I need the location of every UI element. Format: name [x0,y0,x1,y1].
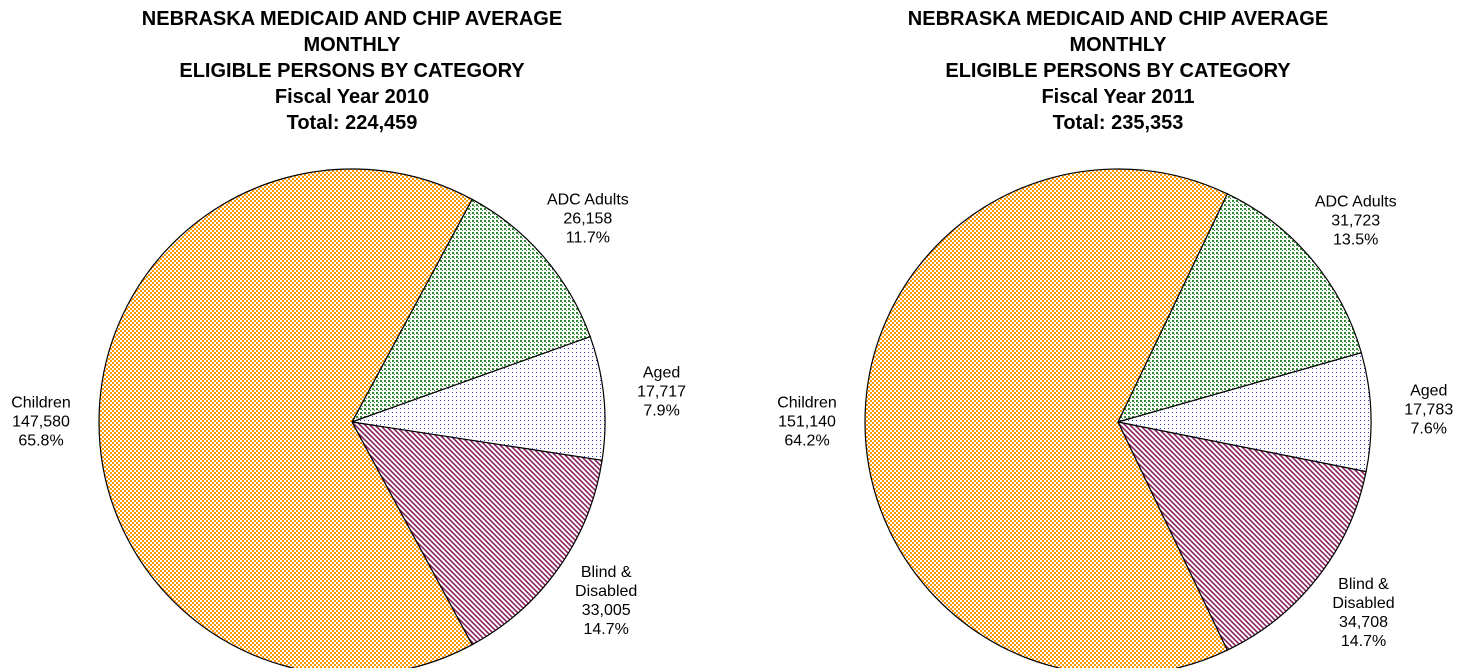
pie-slice [350,198,591,424]
percent-label: 64.2% [784,432,830,450]
title-line: Fiscal Year 2011 [1041,86,1195,108]
slice-label: Blind & Disabled 33,005 14.7% [551,563,661,639]
percent-label: 13.5% [1333,231,1379,249]
slice-label: Children 151,140 64.2% [752,394,862,451]
title-line: Fiscal Year 2010 [274,86,430,108]
slice-label: Blind & Disabled 34,708 14.7% [1309,575,1419,651]
pie-slice [1116,193,1363,423]
title-line: MONTHLY [1069,34,1167,56]
pie-slice [864,168,1229,668]
category-label: Children [777,394,837,412]
category-label: Aged [1410,382,1448,400]
chart-title: NEBRASKA MEDICAID AND CHIP AVERAGE MONTHL… [2,6,702,136]
category-label: ADC Adults [546,191,629,209]
title-line: ELIGIBLE PERSONS BY CATEGORY [945,60,1291,82]
chart-title: NEBRASKA MEDICAID AND CHIP AVERAGE MONTHL… [768,6,1465,136]
value-label: 26,158 [563,210,613,228]
pie-slice [350,421,603,646]
category-label: Blind & Disabled [575,564,638,601]
category-label: Aged [642,364,681,382]
category-label: Children [11,394,71,412]
value-label: 151,140 [778,413,836,431]
value-label: 31,723 [1331,212,1381,230]
title-line: Total: 224,459 [286,112,418,134]
slice-label: Children 147,580 65.8% [0,394,96,451]
value-label: 17,717 [637,383,687,401]
category-label: Blind & Disabled [1332,575,1395,612]
percent-label: 14.7% [1340,632,1387,650]
title-line: NEBRASKA MEDICAID AND CHIP AVERAGE [141,8,563,30]
percent-label: 11.7% [565,229,610,247]
value-label: 17,783 [1404,401,1454,419]
category-label: ADC Adults [1314,193,1397,211]
slice-label: ADC Adults 31,723 13.5% [1301,193,1411,250]
slice-label: ADC Adults 26,158 11.7% [533,191,643,248]
title-line: ELIGIBLE PERSONS BY CATEGORY [179,60,525,82]
percent-label: 14.7% [583,621,629,639]
slice-label: Aged 17,717 7.9% [607,364,717,421]
percent-label: 7.6% [1410,420,1447,438]
pie-slice [1117,352,1372,473]
value-label: 33,005 [581,602,631,620]
value-label: 147,580 [12,413,70,431]
title-line: Total: 235,353 [1052,112,1184,134]
pie-slice [98,168,473,668]
slice-label: Aged 17,783 7.6% [1374,381,1465,438]
percent-label: 7.9% [643,402,680,420]
title-line: MONTHLY [303,34,401,56]
pie-slice [351,335,606,462]
title-line: NEBRASKA MEDICAID AND CHIP AVERAGE [907,8,1329,30]
value-label: 34,708 [1339,613,1388,631]
pie-slice [1116,421,1367,651]
percent-label: 65.8% [18,432,64,450]
